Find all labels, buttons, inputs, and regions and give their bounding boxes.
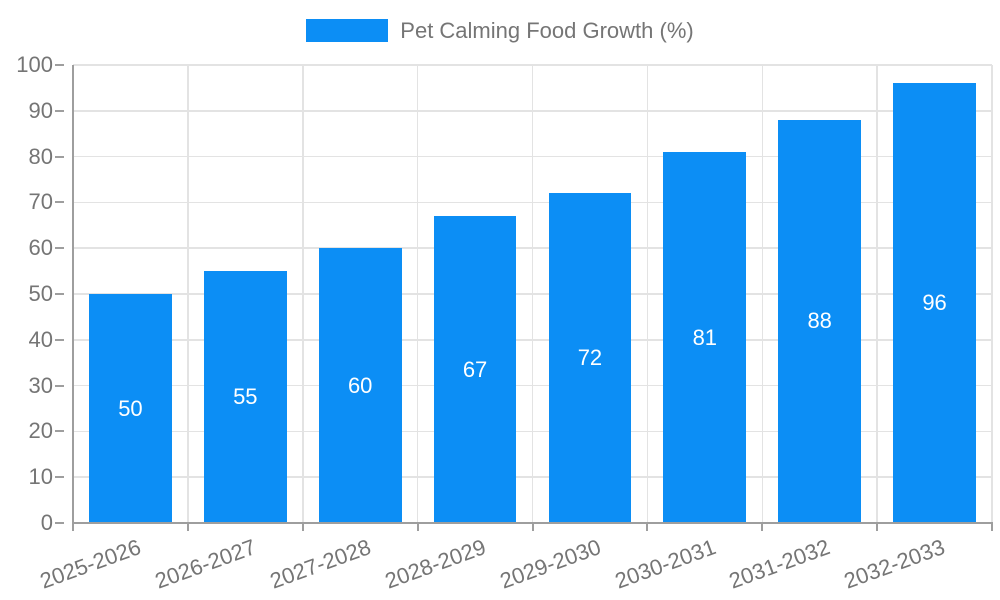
x-axis-tick [761, 523, 764, 531]
y-axis-label: 100 [16, 52, 53, 77]
x-axis-tick [416, 523, 419, 531]
bar [893, 83, 976, 523]
bar [203, 271, 287, 523]
x-axis-label: 2026-2027 [151, 534, 260, 594]
x-axis-tick [646, 523, 649, 531]
y-axis-label: 30 [28, 372, 53, 398]
bar-value-label: 67 [462, 356, 488, 382]
x-axis-label: 2032-2033 [841, 534, 949, 594]
x-axis-line [72, 522, 993, 524]
bar-value-label: 50 [118, 395, 143, 421]
v-gridline [531, 65, 534, 523]
bar-value-label: 88 [807, 308, 832, 334]
x-axis-tick [876, 523, 879, 531]
y-axis-label: 50 [28, 281, 53, 306]
x-axis-label: 2031-2032 [726, 534, 834, 594]
bar [318, 248, 402, 523]
y-axis-tick [55, 64, 64, 66]
y-axis-label: 0 [40, 510, 53, 535]
y-axis-tick [55, 384, 64, 387]
y-axis-label: 40 [28, 326, 53, 352]
x-axis-label: 2028-2029 [381, 534, 489, 594]
x-axis-tick [531, 523, 534, 531]
bar [89, 294, 172, 523]
y-axis-tick [55, 293, 64, 295]
y-axis-label: 70 [28, 189, 53, 215]
bar-value-label: 60 [347, 372, 373, 398]
legend: Pet Calming Food Growth (%) [0, 19, 1000, 42]
y-axis-label: 90 [28, 97, 53, 123]
bar-value-label: 55 [233, 384, 258, 410]
bar [433, 216, 517, 523]
y-axis-line [72, 65, 74, 523]
y-axis-tick [55, 522, 64, 524]
y-axis-label: 80 [28, 143, 53, 169]
x-axis-label: 2027-2028 [266, 534, 375, 594]
y-axis-label: 60 [28, 235, 53, 261]
bar-value-label: 72 [577, 345, 603, 371]
x-axis-tick [186, 523, 189, 531]
v-gridline [416, 65, 419, 523]
v-gridline [761, 65, 763, 523]
y-axis-tick [55, 201, 64, 204]
bar [548, 193, 632, 523]
y-axis-label: 10 [28, 464, 53, 490]
legend-swatch [306, 19, 389, 42]
v-gridline [302, 65, 304, 523]
x-axis-label: 2029-2030 [496, 534, 604, 594]
x-axis-tick [301, 523, 304, 531]
x-axis-tick [72, 523, 74, 531]
y-axis-tick [55, 430, 64, 433]
v-gridline [991, 65, 993, 523]
y-axis-label: 20 [28, 418, 53, 444]
y-axis-tick [55, 338, 64, 341]
bar-value-label: 96 [922, 290, 947, 316]
y-axis-tick [55, 109, 64, 112]
x-axis-label: 2030-2031 [611, 534, 719, 594]
v-gridline [187, 65, 189, 523]
x-axis-tick [991, 523, 993, 531]
v-gridline [646, 65, 649, 523]
bar [663, 152, 747, 523]
y-axis-tick [55, 247, 64, 250]
x-axis-label: 2025-2026 [36, 534, 145, 594]
legend-label: Pet Calming Food Growth (%) [400, 18, 694, 43]
y-axis-tick [55, 155, 64, 158]
v-gridline [876, 65, 878, 523]
bar-value-label: 81 [692, 324, 718, 350]
y-axis-tick [55, 476, 64, 479]
bar [778, 119, 862, 523]
